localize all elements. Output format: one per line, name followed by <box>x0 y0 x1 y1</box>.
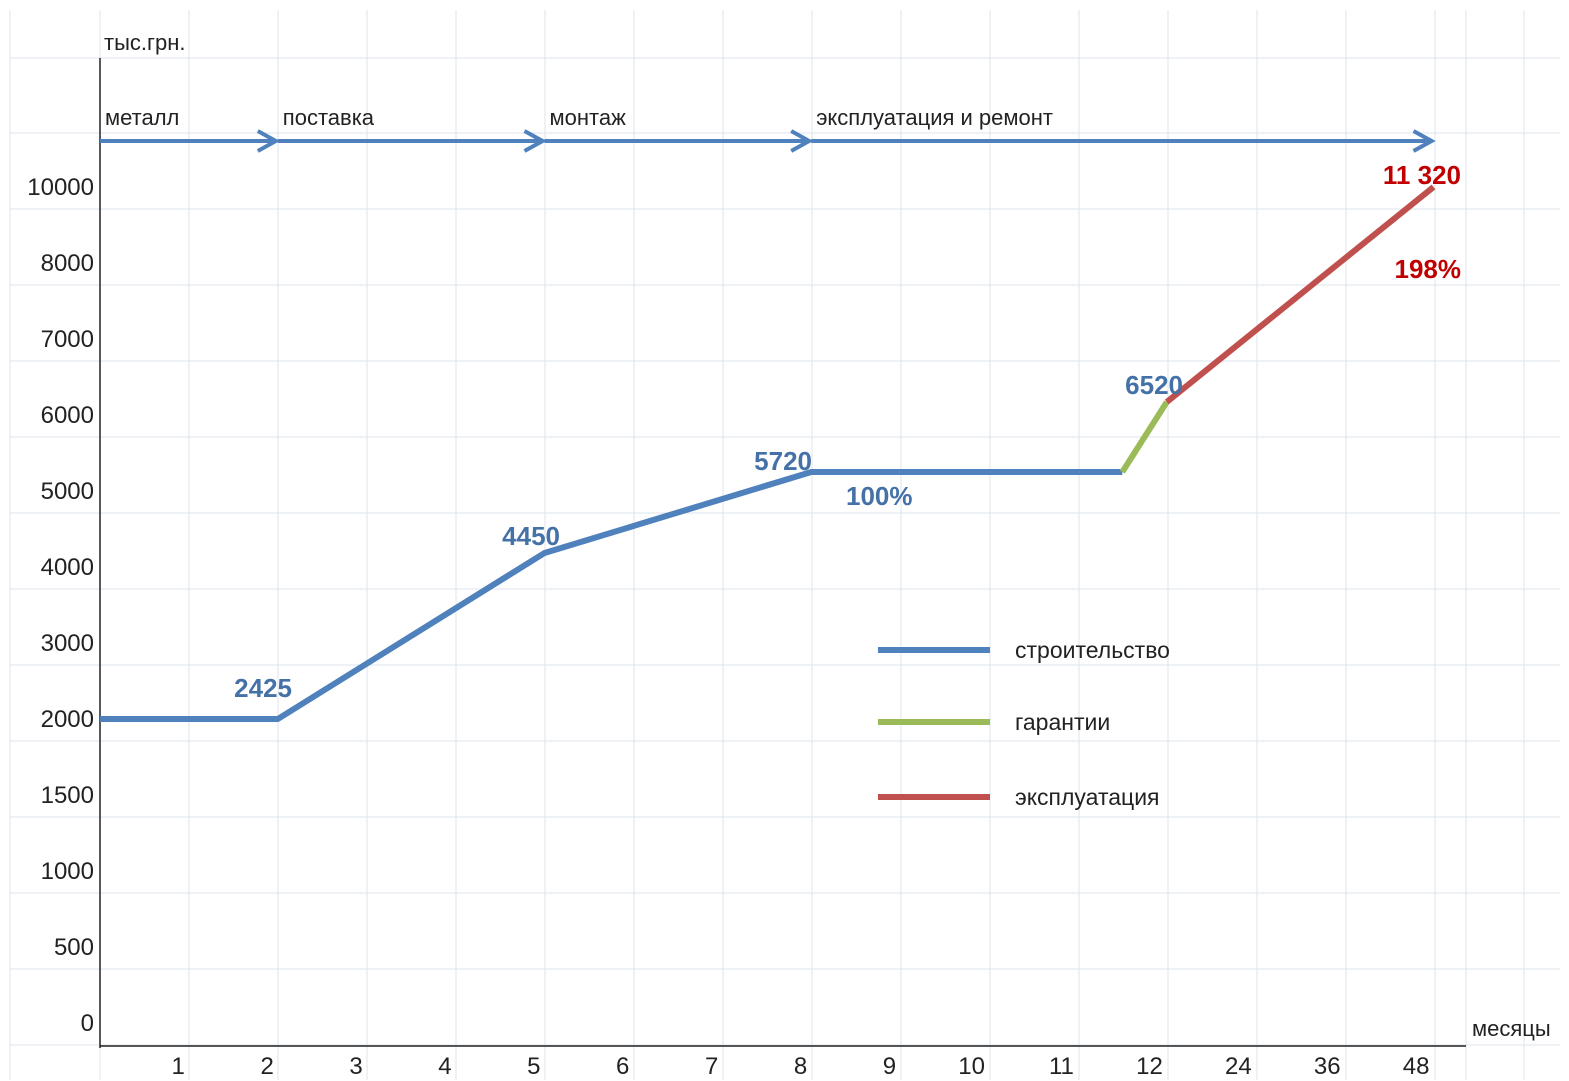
y-tick-label: 7000 <box>41 326 94 353</box>
y-tick-label: 4000 <box>41 554 94 581</box>
y-tick-label: 1000 <box>41 858 94 885</box>
x-axis-title: месяцы <box>1472 1016 1551 1041</box>
phase-label: эксплуатация и ремонт <box>816 105 1053 130</box>
x-tick-label: 8 <box>794 1053 807 1080</box>
data-label: 5720 <box>754 446 812 476</box>
phase-arrows: металл поставка монтаж эксплуатация и ремон… <box>100 105 1432 141</box>
series-lines <box>100 184 1436 722</box>
y-tick-label: 10000 <box>27 174 94 201</box>
y-tick-label: 2000 <box>41 706 94 733</box>
x-tick-label: 2 <box>260 1053 273 1080</box>
x-tick-label: 7 <box>705 1053 718 1080</box>
series-line <box>100 469 1123 722</box>
x-tick-label: 5 <box>527 1053 540 1080</box>
y-tick-label: 8000 <box>41 250 94 277</box>
y-tick-label: 5000 <box>41 478 94 505</box>
y-tick-labels: 0 500 1000 1500 2000 3000 4000 5000 6000 7000 8000… <box>27 174 94 1037</box>
grid <box>9 10 1560 1080</box>
legend-label: строительство <box>1015 637 1170 663</box>
series-line <box>1164 184 1436 405</box>
legend: строительство гарантии эксплуатация <box>878 637 1170 810</box>
x-tick-label: 48 <box>1403 1053 1430 1080</box>
data-label: 6520 <box>1125 370 1183 400</box>
x-tick-label: 6 <box>616 1053 629 1080</box>
legend-label: эксплуатация <box>1015 784 1160 810</box>
data-labels: 2425 4450 5720 100% 6520 11 320 198% <box>234 160 1461 703</box>
data-label: 4450 <box>502 521 560 551</box>
y-tick-label: 6000 <box>41 402 94 429</box>
x-tick-label: 12 <box>1136 1053 1163 1080</box>
x-tick-labels: 1 2 3 4 5 6 7 8 9 10 11 12 24 36 48 <box>172 1053 1430 1080</box>
x-tick-label: 1 <box>172 1053 185 1080</box>
data-label: 100% <box>846 481 913 511</box>
data-label: 2425 <box>234 673 292 703</box>
data-label: 11 320 <box>1383 160 1461 190</box>
y-tick-label: 3000 <box>41 630 94 657</box>
y-tick-label: 500 <box>54 934 94 961</box>
phase-label: монтаж <box>550 105 627 130</box>
x-tick-label: 9 <box>883 1053 896 1080</box>
data-label: 198% <box>1395 254 1462 284</box>
x-tick-label: 24 <box>1225 1053 1252 1080</box>
series-line <box>1119 400 1170 474</box>
x-tick-label: 3 <box>349 1053 362 1080</box>
legend-label: гарантии <box>1015 709 1110 735</box>
x-tick-label: 4 <box>438 1053 451 1080</box>
phase-label: металл <box>105 105 179 130</box>
y-axis-title: тыс.грн. <box>104 30 186 55</box>
x-tick-label: 10 <box>958 1053 985 1080</box>
x-tick-label: 11 <box>1049 1053 1074 1080</box>
x-tick-label: 36 <box>1314 1053 1341 1080</box>
axes <box>99 58 1466 1048</box>
y-tick-label: 0 <box>81 1010 94 1037</box>
phase-label: поставка <box>283 105 375 130</box>
y-tick-label: 1500 <box>41 782 94 809</box>
